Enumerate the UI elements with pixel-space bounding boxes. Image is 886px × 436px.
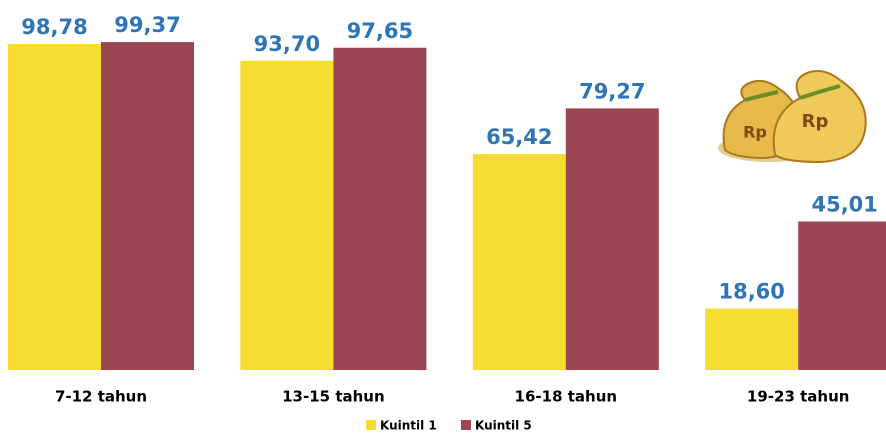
legend-swatch (366, 420, 376, 430)
icon-text: Rp (802, 111, 829, 132)
legend-swatch (461, 420, 471, 430)
legend-label: Kuintil 5 (475, 419, 532, 433)
x-tick-label: 13-15 tahun (282, 388, 385, 406)
bar (705, 309, 798, 370)
value-label: 97,65 (347, 19, 413, 43)
legend-label: Kuintil 1 (380, 419, 437, 433)
value-label: 45,01 (811, 192, 877, 216)
bar (8, 44, 101, 370)
value-label: 99,37 (114, 13, 180, 37)
chart: Rp Rp 7-12 tahun 98,78 99,37 13-15 tahun 93,… (0, 0, 886, 436)
money-bags-icon: Rp Rp (718, 71, 866, 162)
value-label: 98,78 (21, 15, 87, 39)
x-tick-label: 16-18 tahun (515, 388, 618, 406)
value-label: 93,70 (254, 32, 320, 56)
value-label: 18,60 (718, 280, 784, 304)
bar (240, 61, 333, 370)
bar (473, 154, 566, 370)
value-label: 65,42 (486, 125, 552, 149)
icon-text: Rp (743, 123, 767, 142)
bar (333, 48, 426, 370)
bar (566, 108, 659, 370)
value-label: 79,27 (579, 79, 645, 103)
bar (101, 42, 194, 370)
x-tick-label: 19-23 tahun (747, 388, 850, 406)
bar (798, 221, 886, 370)
x-tick-label: 7-12 tahun (55, 388, 147, 406)
